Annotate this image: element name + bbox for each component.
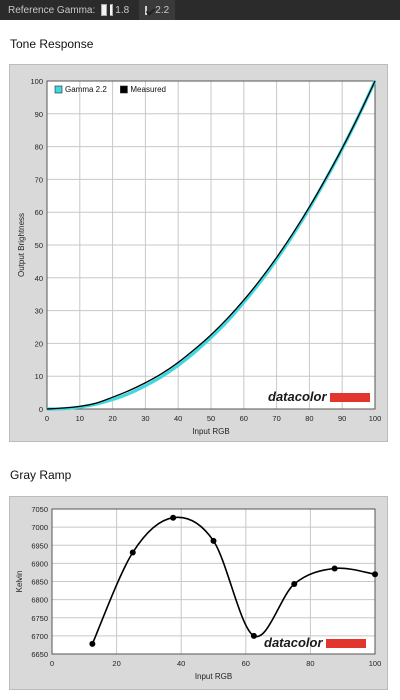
- data-point: [170, 514, 177, 521]
- plot-border: [51, 508, 376, 655]
- x-tick-label: 20: [108, 414, 116, 423]
- reference-gamma-bar: Reference Gamma: 1.8 2.2: [0, 0, 400, 20]
- legend-label-2: Measured: [130, 85, 166, 94]
- x-tick-label: 30: [141, 414, 149, 423]
- gamma-2-2-checkbox[interactable]: [145, 5, 148, 15]
- y-tick-label: 60: [35, 208, 43, 217]
- datacolor-logo: datacolor: [268, 389, 327, 404]
- series-line-2: [46, 80, 376, 410]
- data-point: [291, 581, 298, 588]
- y-tick-label: 80: [35, 143, 43, 152]
- datacolor-logo-bar: [326, 639, 366, 648]
- x-tick-label: 60: [240, 414, 248, 423]
- data-point: [331, 565, 338, 572]
- x-tick-label: 100: [369, 659, 382, 668]
- legend-label-1: Gamma 2.2: [65, 85, 107, 94]
- y-tick-label: 6850: [31, 578, 48, 587]
- y-tick-label: 70: [35, 175, 43, 184]
- y-tick-label: 100: [30, 77, 43, 86]
- y-tick-label: 6650: [31, 650, 48, 659]
- x-axis-label: Input RGB: [192, 427, 229, 436]
- y-tick-label: 30: [35, 307, 43, 316]
- y-tick-label: 6900: [31, 559, 48, 568]
- legend-swatch-2: [120, 85, 128, 94]
- y-tick-label: 90: [35, 110, 43, 119]
- data-point: [129, 549, 136, 556]
- reference-gamma-label: Reference Gamma:: [8, 4, 96, 16]
- data-point: [250, 632, 257, 639]
- x-axis-label: Input RGB: [195, 672, 232, 681]
- gamma-1-8-checkbox[interactable]: [101, 4, 108, 16]
- tone-response-panel: 0 10 20 30 40 50 60 70 80 90 100 0 10 20 30 40 50 60 70 80 9…: [9, 64, 388, 442]
- x-tick-label: 80: [306, 659, 314, 668]
- datacolor-logo: datacolor: [264, 635, 323, 650]
- y-tick-label: 6750: [31, 614, 48, 623]
- x-tick-label: 40: [177, 659, 185, 668]
- x-tick-label: 100: [369, 414, 382, 423]
- y-tick-label: 50: [35, 241, 43, 250]
- gray-ramp-panel: 0 20 40 60 80 100 6650 6700 6750 6800 6850 6900 6950…: [9, 496, 388, 690]
- datacolor-logo-bar: [330, 393, 370, 402]
- y-axis-label: Output Brightness: [17, 213, 26, 277]
- x-tick-label: 10: [76, 414, 84, 423]
- data-point: [372, 571, 378, 578]
- legend-swatch-1: [54, 85, 63, 94]
- tone-response-chart: 0 10 20 30 40 50 60 70 80 90 100 0 10 20 30 40 50 60 70 80 9…: [17, 77, 382, 436]
- x-tick-label: 40: [174, 414, 182, 423]
- x-tick-label: 70: [272, 414, 280, 423]
- x-tick-label: 0: [45, 414, 49, 423]
- x-tick-label: 0: [50, 659, 54, 668]
- tone-response-title: Tone Response: [10, 37, 94, 51]
- y-tick-label: 6800: [31, 596, 48, 605]
- x-tick-label: 20: [112, 659, 120, 668]
- gamma-1-8-checkbox-frame: [110, 4, 114, 16]
- gamma-2-2-label: 2.2: [155, 4, 170, 16]
- gamma-1-8-label: 1.8: [115, 4, 130, 16]
- y-tick-label: 6700: [31, 632, 48, 641]
- y-tick-label: 7000: [31, 523, 48, 532]
- data-point: [89, 640, 96, 647]
- y-axis-label: Kelvin: [15, 571, 24, 593]
- x-tick-label: 90: [338, 414, 346, 423]
- y-tick-label: 40: [35, 274, 43, 283]
- x-tick-label: 50: [207, 414, 215, 423]
- gray-ramp-title: Gray Ramp: [10, 468, 72, 482]
- x-tick-label: 80: [305, 414, 313, 423]
- plot-border: [46, 80, 376, 410]
- y-tick-label: 10: [35, 372, 43, 381]
- y-tick-label: 6950: [31, 541, 48, 550]
- data-point: [210, 537, 217, 544]
- gamma-1-8-option[interactable]: 1.8: [101, 4, 129, 16]
- y-tick-label: 0: [39, 405, 43, 414]
- x-tick-label: 60: [242, 659, 250, 668]
- gray-ramp-chart: 0 20 40 60 80 100 6650 6700 6750 6800 6850 6900 6950…: [15, 505, 382, 681]
- y-tick-label: 7050: [31, 505, 48, 514]
- gamma-2-2-option[interactable]: 2.2: [139, 0, 176, 20]
- y-tick-label: 20: [35, 339, 43, 348]
